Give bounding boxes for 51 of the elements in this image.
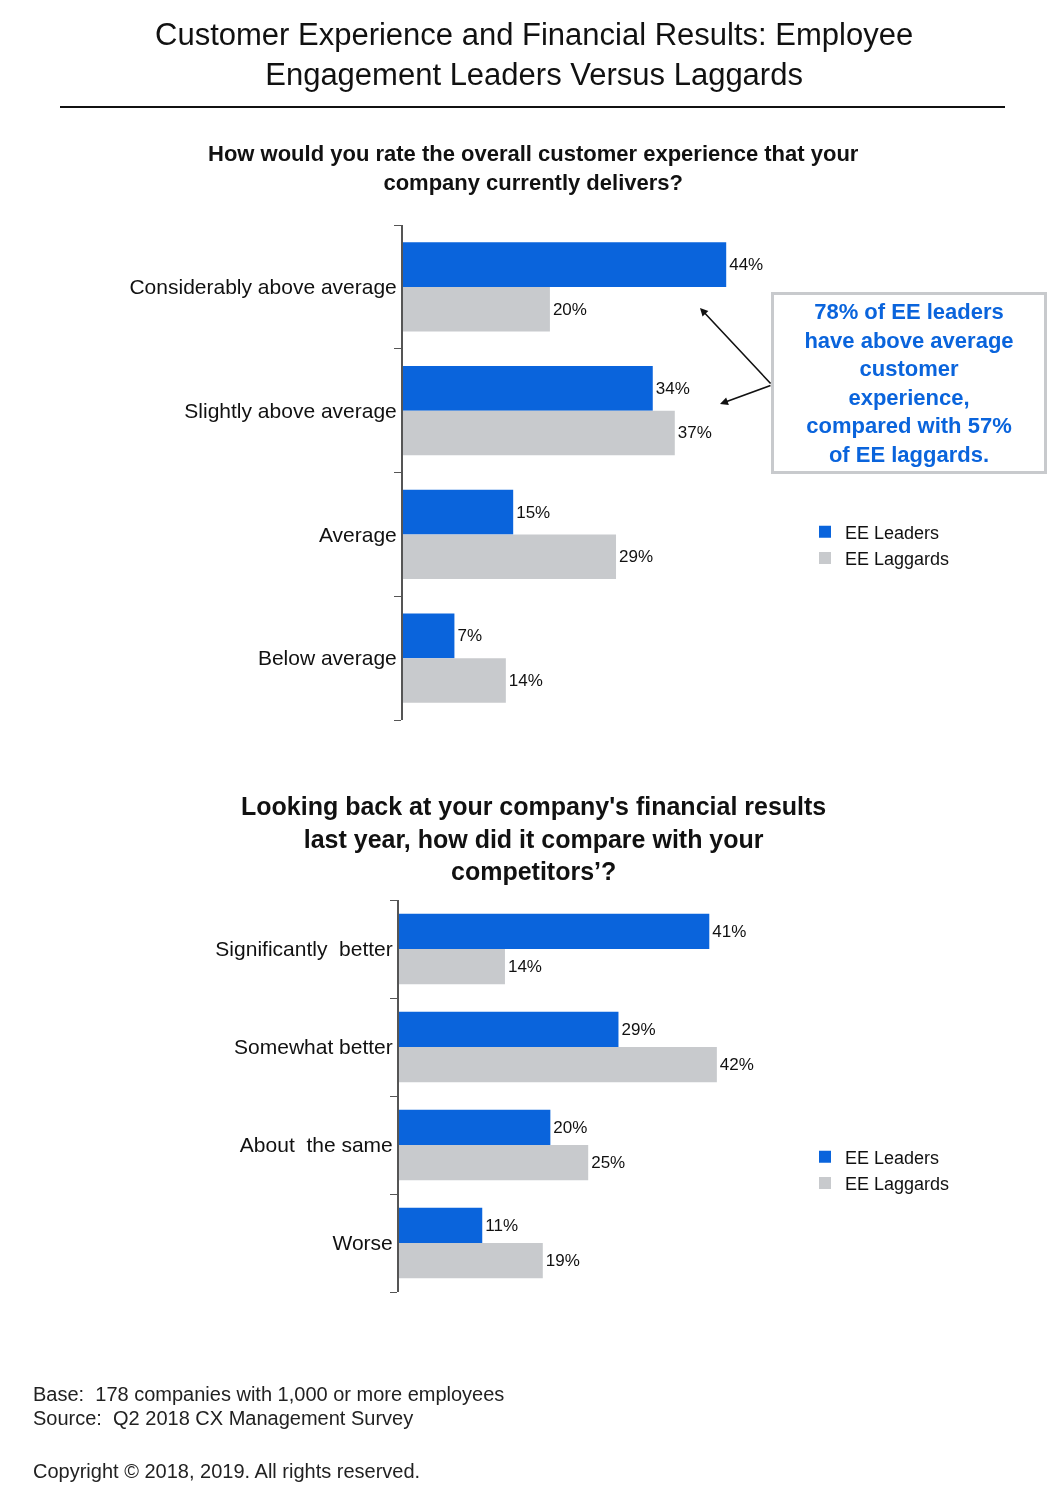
data-label: 19% [545,1251,580,1271]
chart-title: Looking back at your company's financial results last year, how did it compare with your competitors’? [241,792,827,885]
data-label: 14% [507,957,542,977]
text: 78% of EE leaders have above average customer experience, compared with 57% of EE laggards. [804,299,1014,467]
bar [399,1145,589,1181]
bar [403,489,514,535]
y-tick-label: About the same [239,1133,393,1157]
text: Base: 178 companies with 1,000 or more employees [33,1383,505,1405]
data-label: 29% [621,1019,656,1039]
bar [399,1109,551,1145]
y-tick-label: Average [318,522,397,546]
legend-label: EE Laggards [845,1174,950,1195]
bar [399,1011,619,1047]
y-tick-label: Somewhat better [234,1035,393,1059]
y-tick-label: Slightly above average [184,398,397,422]
legend-label: EE Leaders [845,1147,940,1168]
bar [403,534,617,579]
bar [403,658,506,703]
y-tick-label: Worse [332,1231,393,1255]
bar [403,286,550,332]
bar [399,1047,717,1083]
data-label: 20% [552,299,587,319]
bar [403,242,727,287]
bar [399,913,710,949]
legend-label: EE Leaders [845,522,940,543]
data-label: 25% [591,1153,626,1173]
data-label: 20% [553,1117,588,1137]
data-label: 37% [677,423,712,443]
data-label: 44% [729,255,764,275]
bar [399,949,505,985]
y-tick-label: Considerably above average [129,275,397,299]
legend-label: EE Laggards [845,549,950,570]
y-tick-label: Below average [257,646,397,670]
bar [399,1207,483,1243]
data-label: 42% [719,1055,754,1075]
chart-subtitle: How would you rate the overall customer experience that your company currently delivers? [208,141,859,195]
data-label: 11% [485,1215,519,1235]
bar [403,410,675,456]
bar [403,613,455,659]
data-label: 15% [516,502,551,522]
bar [399,1243,543,1279]
bar [403,366,653,411]
data-label: 41% [712,921,747,941]
data-label: 7% [457,626,482,646]
data-label: 29% [619,547,654,567]
chart-title: Customer Experience and Financial Results: Employee Engagement Leaders Versus Laggards [155,17,914,93]
data-label: 14% [508,670,543,690]
text: Copyright © 2018, 2019. All rights reserved. [33,1460,421,1482]
data-label: 34% [655,378,690,398]
source-note: Source: Q2 2018 CX Management Survey [33,1407,414,1429]
y-tick-label: Significantly better [215,937,393,961]
